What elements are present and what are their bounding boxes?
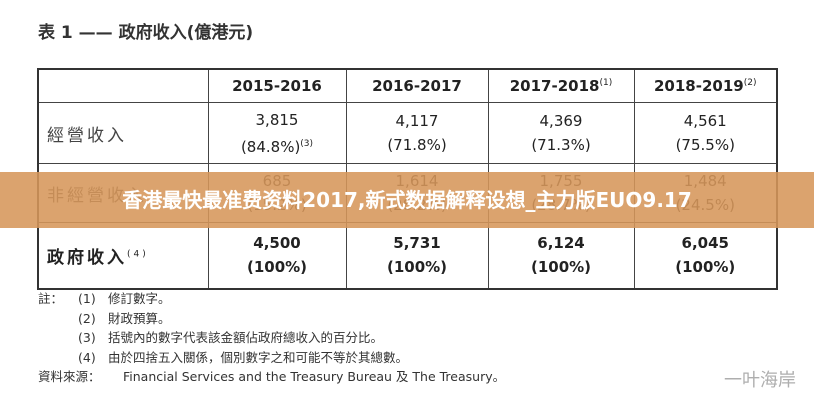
share-text: (75.5%)	[675, 136, 735, 154]
note-label: 註：	[38, 291, 64, 306]
share: (100%)	[489, 255, 634, 279]
note-mark: (4)	[78, 349, 96, 365]
share-text: (71.8%)	[387, 136, 447, 154]
note-text: 修訂數字。	[108, 291, 171, 306]
share: (71.8%)	[347, 133, 488, 157]
share-text: (100%)	[246, 258, 308, 277]
row-label: 政府收入(4)	[37, 222, 209, 289]
share-text: (84.8%)	[240, 137, 301, 156]
row-label-text: 經營收入	[47, 125, 127, 146]
year-label: 2015-2016	[232, 77, 322, 95]
value-cell: 3,815 (84.8%)(3)	[207, 102, 347, 164]
row-note: (4)	[127, 249, 149, 260]
data-row: 政府收入(4) 4,500 (100%) 5,731 (100%) 6,124 (100%)…	[37, 222, 778, 289]
value-cell: 6,124 (100%)	[487, 222, 635, 289]
note-text: 括號內的數字代表該金額佔政府總收入的百分比。	[108, 330, 384, 345]
header-note: (1)	[599, 78, 613, 88]
source-label: 資料來源：	[38, 369, 101, 384]
overlay-banner: 香港最快最准费资料2017,新式数据解释设想_主力版EUO9.17	[0, 172, 814, 228]
header-row: 2015-2016 2016-2017 2017-2018(1) 2018-2019(…	[37, 68, 778, 103]
note-mark: (3)	[78, 330, 96, 345]
note-line: 註： (1) 修訂數字。	[38, 289, 505, 309]
value-cell: 4,561 (75.5%)	[633, 102, 778, 164]
share-text: (100%)	[386, 258, 448, 277]
corner-cell	[37, 68, 209, 103]
row-label: 經營收入	[37, 102, 209, 164]
share: (100%)	[635, 255, 777, 279]
amount: 4,117	[395, 112, 439, 130]
share-text: (71.3%)	[531, 136, 591, 154]
header-cell: 2018-2019(2)	[633, 68, 778, 103]
notes: 註： (1) 修訂數字。 (2) 財政預算。 (3) 括號內的數字代表該金額佔政府總收入的百…	[38, 289, 505, 387]
header-cell: 2016-2017	[345, 68, 489, 103]
amount: 6,045	[681, 234, 729, 253]
header-cell: 2015-2016	[207, 68, 347, 103]
note-line: (3) 括號內的數字代表該金額佔政府總收入的百分比。	[38, 328, 505, 348]
share-text: (100%)	[530, 258, 592, 277]
note-mark: (1)	[78, 291, 96, 306]
cell-note: (3)	[300, 138, 314, 149]
amount: 6,124	[537, 234, 585, 253]
amount: 4,500	[253, 234, 301, 253]
value-cell: 4,500 (100%)	[207, 222, 347, 289]
value-cell: 5,731 (100%)	[345, 222, 489, 289]
year-label: 2018-2019	[654, 77, 744, 95]
source-line: 資料來源： Financial Services and the Treasury…	[38, 367, 505, 387]
amount: 4,369	[539, 112, 583, 130]
share-text: (100%)	[675, 258, 736, 277]
header-cell: 2017-2018(1)	[487, 68, 635, 103]
note-mark: (2)	[78, 310, 96, 326]
share: (71.3%)	[489, 133, 634, 157]
share: (75.5%)	[635, 133, 777, 157]
header-note: (2)	[743, 78, 757, 88]
watermark: 一叶海岸	[724, 370, 796, 391]
note-text: 財政預算。	[108, 310, 171, 326]
value-cell: 4,117 (71.8%)	[345, 102, 489, 164]
value-cell: 6,045 (100%)	[633, 222, 778, 289]
year-label: 2017-2018	[509, 77, 600, 95]
data-row: 經營收入 3,815 (84.8%)(3) 4,117 (71.8%) 4,369 (71.…	[37, 102, 778, 164]
source-text: Financial Services and the Treasury Bure…	[123, 369, 506, 384]
amount: 5,731	[393, 234, 441, 253]
share: (100%)	[209, 255, 346, 279]
year-label: 2016-2017	[372, 77, 462, 95]
note-line: (4) 由於四捨五入關係，個別數字之和可能不等於其總數。	[38, 348, 505, 368]
note-line: (2) 財政預算。	[38, 309, 505, 329]
share: (100%)	[347, 255, 488, 279]
note-text: 由於四捨五入關係，個別數字之和可能不等於其總數。	[108, 349, 409, 365]
amount: 4,561	[683, 112, 727, 130]
value-cell: 4,369 (71.3%)	[487, 102, 635, 164]
table-title: 表 1 —— 政府收入(億港元)	[38, 23, 254, 43]
amount: 3,815	[255, 110, 299, 129]
row-label-text: 政府收入	[47, 247, 127, 268]
share: (84.8%)(3)	[209, 132, 346, 159]
